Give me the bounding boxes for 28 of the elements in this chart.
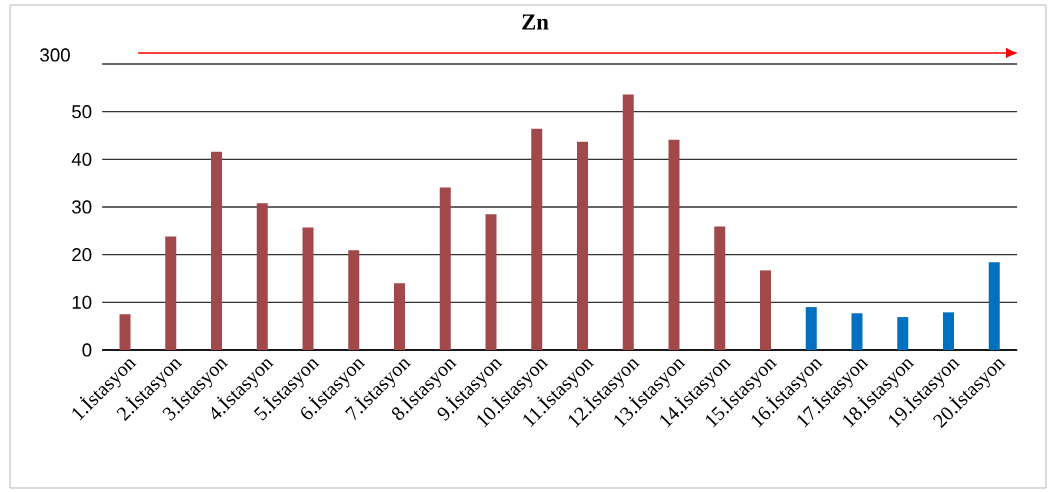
bar [714, 226, 726, 350]
bar [119, 314, 131, 350]
bar [256, 203, 268, 350]
y-tick-label: 50 [72, 105, 92, 119]
bar [394, 283, 406, 350]
bar [577, 141, 588, 350]
y-tick-label: 10 [72, 295, 92, 309]
bar [622, 94, 634, 350]
bar [805, 307, 817, 350]
bar [851, 313, 863, 350]
bar [211, 151, 223, 350]
y-tick-label: 0 [82, 343, 92, 357]
bar [531, 128, 543, 350]
bar [302, 227, 314, 350]
bar [943, 312, 954, 350]
bar [348, 250, 360, 350]
chart-title: Zn [522, 14, 549, 30]
bar [485, 214, 497, 350]
bar [988, 262, 1000, 350]
bar [668, 139, 680, 350]
bar [165, 236, 177, 350]
y-tick-label: 30 [72, 200, 92, 214]
bar [897, 317, 909, 350]
y-tick-label: 40 [71, 152, 92, 166]
text: 300 [40, 48, 70, 62]
y-tick-label: 20 [72, 248, 92, 262]
bar [760, 270, 771, 350]
bar [439, 187, 451, 350]
